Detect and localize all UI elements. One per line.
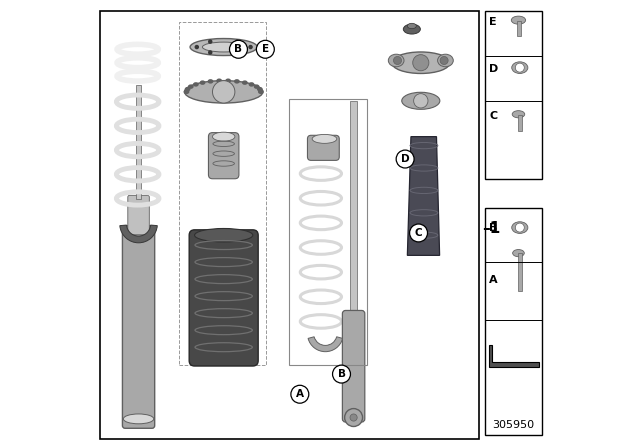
Text: A: A <box>296 389 304 399</box>
Ellipse shape <box>438 54 453 67</box>
Text: D: D <box>401 154 410 164</box>
Ellipse shape <box>200 80 205 85</box>
FancyBboxPatch shape <box>342 310 365 422</box>
Circle shape <box>195 45 199 49</box>
Ellipse shape <box>403 24 420 34</box>
Ellipse shape <box>248 82 255 86</box>
Ellipse shape <box>185 87 191 91</box>
Circle shape <box>257 40 275 58</box>
Text: –1: –1 <box>482 221 500 236</box>
Text: A: A <box>490 275 498 285</box>
FancyBboxPatch shape <box>307 135 339 160</box>
Circle shape <box>410 224 428 242</box>
Text: B: B <box>337 369 346 379</box>
Ellipse shape <box>253 84 259 89</box>
Ellipse shape <box>312 134 337 143</box>
Bar <box>485 11 541 179</box>
Text: B: B <box>234 44 243 54</box>
Ellipse shape <box>388 54 404 67</box>
Ellipse shape <box>184 81 263 103</box>
Ellipse shape <box>190 39 257 56</box>
Ellipse shape <box>257 87 262 91</box>
Bar <box>517 21 521 36</box>
FancyBboxPatch shape <box>128 195 149 235</box>
Ellipse shape <box>195 228 253 242</box>
Text: C: C <box>415 228 422 238</box>
Circle shape <box>208 50 212 55</box>
Ellipse shape <box>216 78 222 83</box>
Circle shape <box>208 39 212 44</box>
Ellipse shape <box>511 16 525 24</box>
Wedge shape <box>308 337 342 352</box>
Circle shape <box>350 414 357 421</box>
Bar <box>518 253 522 291</box>
Circle shape <box>235 39 239 44</box>
Circle shape <box>248 45 253 49</box>
Circle shape <box>413 94 428 108</box>
Bar <box>179 22 266 365</box>
Circle shape <box>235 50 239 55</box>
Ellipse shape <box>184 90 189 94</box>
Bar <box>518 115 522 131</box>
Ellipse shape <box>242 80 248 85</box>
Ellipse shape <box>512 62 528 73</box>
Ellipse shape <box>193 82 199 86</box>
Ellipse shape <box>124 414 154 424</box>
Polygon shape <box>490 345 539 367</box>
Circle shape <box>394 56 401 65</box>
Circle shape <box>333 365 351 383</box>
Text: C: C <box>490 112 497 121</box>
Circle shape <box>291 385 309 403</box>
Text: E: E <box>262 44 269 54</box>
Ellipse shape <box>225 78 231 83</box>
Bar <box>351 101 356 365</box>
Circle shape <box>230 40 248 58</box>
Bar <box>485 208 541 435</box>
Ellipse shape <box>212 132 235 141</box>
Text: B: B <box>490 224 498 233</box>
FancyBboxPatch shape <box>189 230 258 366</box>
Ellipse shape <box>234 79 240 84</box>
Text: D: D <box>490 65 499 74</box>
Ellipse shape <box>207 79 213 84</box>
Ellipse shape <box>407 23 417 29</box>
Bar <box>136 85 141 199</box>
Circle shape <box>413 55 429 71</box>
Ellipse shape <box>392 52 450 73</box>
Polygon shape <box>407 137 440 255</box>
Text: 305950: 305950 <box>492 420 534 430</box>
Wedge shape <box>120 225 157 243</box>
Ellipse shape <box>202 42 245 52</box>
Circle shape <box>344 409 362 426</box>
Ellipse shape <box>188 84 194 89</box>
Circle shape <box>396 150 414 168</box>
Circle shape <box>515 63 524 72</box>
Ellipse shape <box>512 111 525 118</box>
Text: E: E <box>490 17 497 27</box>
Circle shape <box>515 223 524 232</box>
Ellipse shape <box>513 250 524 257</box>
Ellipse shape <box>402 92 440 109</box>
Circle shape <box>440 56 448 65</box>
Ellipse shape <box>258 90 264 94</box>
Circle shape <box>212 81 235 103</box>
FancyBboxPatch shape <box>122 226 155 428</box>
Bar <box>100 11 479 439</box>
Ellipse shape <box>512 222 528 233</box>
FancyBboxPatch shape <box>209 133 239 179</box>
Bar <box>289 99 367 365</box>
